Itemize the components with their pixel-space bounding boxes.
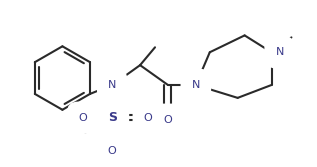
Text: S: S [108,111,117,124]
Text: O: O [108,146,117,156]
Text: N: N [192,80,200,90]
Text: O: O [78,113,87,123]
Text: O: O [144,113,152,123]
Text: N: N [108,80,116,90]
Text: O: O [164,115,172,125]
Text: N: N [275,47,284,57]
